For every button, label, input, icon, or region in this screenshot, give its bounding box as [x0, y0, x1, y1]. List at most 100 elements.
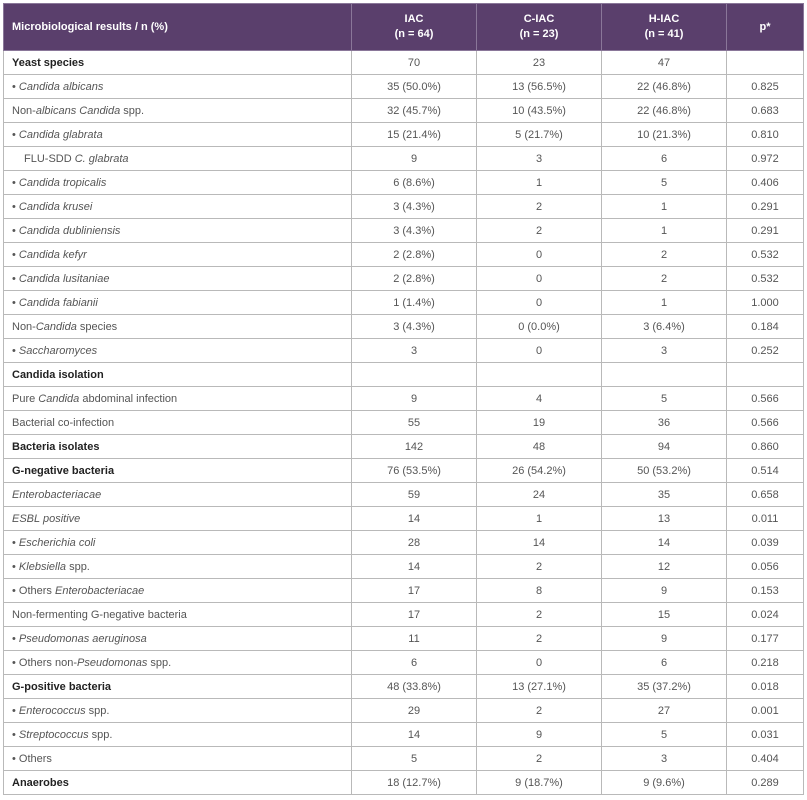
- c-iac-value: 2: [476, 218, 602, 243]
- p-value: 0.001: [726, 698, 804, 723]
- header-iac: IAC (n = 64): [351, 3, 477, 51]
- row-label-text: Candida krusei: [18, 200, 93, 213]
- h-iac-value: 10 (21.3%): [601, 122, 727, 147]
- row-label-text: •: [12, 248, 19, 261]
- table-row: • Candida fabianii 1 (1.4%) 0 1 1.000: [3, 290, 804, 315]
- h-iac-value: 50 (53.2%): [601, 458, 727, 483]
- table-row: • Others non-Pseudomonas spp. 6 0 6 0.218: [3, 650, 804, 675]
- row-label: • Streptococcus spp.: [3, 722, 352, 747]
- iac-value: 2 (2.8%): [351, 242, 477, 267]
- row-label-text: Pure: [12, 392, 39, 405]
- row-label-text: Yeast species: [12, 56, 85, 69]
- h-iac-value: 6: [601, 146, 727, 171]
- iac-value: 3 (4.3%): [351, 314, 477, 339]
- iac-value: 9: [351, 386, 477, 411]
- row-label-text: •: [12, 536, 19, 549]
- row-label: • Candida kefyr: [3, 242, 352, 267]
- row-label-text: FLU-SDD: [24, 152, 75, 165]
- p-value: 0.024: [726, 602, 804, 627]
- row-label-text: • Others non-: [12, 656, 77, 669]
- row-label-text: spp.: [88, 728, 113, 741]
- row-label-text: •: [12, 200, 19, 213]
- iac-value: 6: [351, 650, 477, 675]
- h-iac-value: 94: [601, 434, 727, 459]
- row-label-text: Enterococcus: [18, 704, 86, 717]
- p-value: 0.218: [726, 650, 804, 675]
- row-label-text: spp.: [120, 104, 145, 117]
- p-value: [726, 362, 804, 387]
- c-iac-value: 3: [476, 146, 602, 171]
- row-label-text: abdominal infection: [79, 392, 178, 405]
- row-label-text: •: [12, 296, 19, 309]
- row-label-text: Non-fermenting G-negative bacteria: [12, 608, 187, 621]
- h-iac-value: 3: [601, 338, 727, 363]
- row-label: • Candida krusei: [3, 194, 352, 219]
- row-label: Anaerobes: [3, 770, 352, 795]
- row-label-text: Pseudomonas aeruginosa: [18, 632, 147, 645]
- p-value: 0.658: [726, 482, 804, 507]
- row-label: • Pseudomonas aeruginosa: [3, 626, 352, 651]
- row-label-text: Candida tropicalis: [18, 176, 107, 189]
- row-label-text: albicans Candida: [35, 104, 121, 117]
- table-row: Yeast species 70 23 47: [3, 50, 804, 75]
- header-c-iac-title: C-IAC: [523, 13, 555, 25]
- p-value: 0.184: [726, 314, 804, 339]
- p-value: 0.683: [726, 98, 804, 123]
- p-value: 0.406: [726, 170, 804, 195]
- p-value: 0.289: [726, 770, 804, 795]
- h-iac-value: 36: [601, 410, 727, 435]
- row-label-text: •: [12, 176, 19, 189]
- h-iac-value: 2: [601, 242, 727, 267]
- c-iac-value: 2: [476, 698, 602, 723]
- table-row: Bacteria isolates 142 48 94 0.860: [3, 434, 804, 459]
- row-label-text: G-negative bacteria: [12, 464, 115, 477]
- table-row: • Candida albicans 35 (50.0%) 13 (56.5%) 22…: [3, 74, 804, 99]
- row-label: Yeast species: [3, 50, 352, 75]
- row-label-text: Anaerobes: [12, 776, 69, 789]
- table-row: • Others Enterobacteriacae 17 8 9 0.153: [3, 578, 804, 603]
- iac-value: 59: [351, 482, 477, 507]
- c-iac-value: 13 (27.1%): [476, 674, 602, 699]
- c-iac-value: 8: [476, 578, 602, 603]
- table-row: Enterobacteriacae 59 24 35 0.658: [3, 482, 804, 507]
- c-iac-value: 0 (0.0%): [476, 314, 602, 339]
- row-label: • Others: [3, 746, 352, 771]
- row-label-text: Bacterial co-infection: [12, 416, 115, 429]
- p-value: 0.011: [726, 506, 804, 531]
- h-iac-value: 9: [601, 626, 727, 651]
- c-iac-value: 13 (56.5%): [476, 74, 602, 99]
- header-h-iac-title: H-IAC: [648, 13, 680, 25]
- row-label: • Others Enterobacteriacae: [3, 578, 352, 603]
- row-label-text: Candida isolation: [12, 368, 104, 381]
- row-label-text: •: [12, 560, 19, 573]
- p-value: 0.177: [726, 626, 804, 651]
- table-row: • Candida dubliniensis 3 (4.3%) 2 1 0.291: [3, 218, 804, 243]
- row-label: Bacteria isolates: [3, 434, 352, 459]
- row-label: Non-albicans Candida spp.: [3, 98, 352, 123]
- row-label: • Candida dubliniensis: [3, 218, 352, 243]
- row-label: ESBL positive: [3, 506, 352, 531]
- c-iac-value: 0: [476, 290, 602, 315]
- iac-value: 32 (45.7%): [351, 98, 477, 123]
- header-iac-n: (n = 64): [394, 28, 434, 40]
- row-label-text: species: [76, 320, 118, 333]
- row-label-text: Candida glabrata: [18, 128, 103, 141]
- iac-value: 55: [351, 410, 477, 435]
- p-value: 0.252: [726, 338, 804, 363]
- c-iac-value: 9: [476, 722, 602, 747]
- row-label-text: •: [12, 224, 19, 237]
- c-iac-value: 2: [476, 626, 602, 651]
- row-label: • Others non-Pseudomonas spp.: [3, 650, 352, 675]
- row-label-text: Pseudomonas: [77, 656, 148, 669]
- p-value: 0.532: [726, 266, 804, 291]
- iac-value: 1 (1.4%): [351, 290, 477, 315]
- p-value: 0.514: [726, 458, 804, 483]
- row-label-text: Candida lusitaniae: [18, 272, 110, 285]
- row-label-text: Non-: [12, 104, 36, 117]
- h-iac-value: 35 (37.2%): [601, 674, 727, 699]
- row-label-text: •: [12, 128, 19, 141]
- table-body: Yeast species 70 23 47 • Candida albicans 35 …: [3, 50, 804, 795]
- row-label: • Escherichia coli: [3, 530, 352, 555]
- row-label: Non-fermenting G-negative bacteria: [3, 602, 352, 627]
- row-label-text: Candida albicans: [18, 80, 104, 93]
